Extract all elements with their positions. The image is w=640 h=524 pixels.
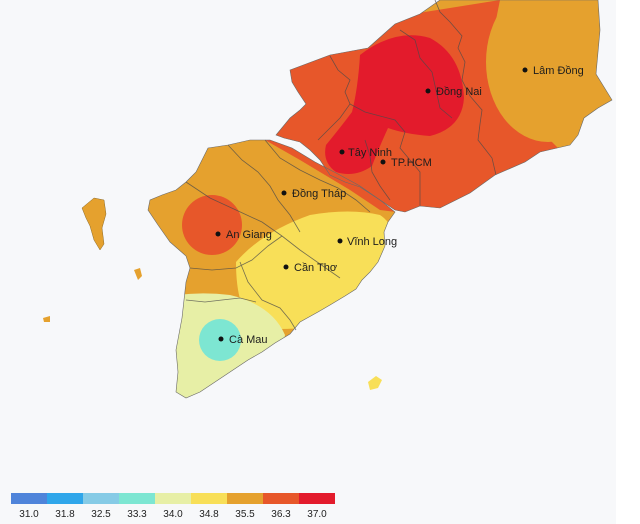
legend-swatch-5 <box>191 493 227 504</box>
legend-tick-1: 31.8 <box>55 509 75 520</box>
border-delta-2 <box>264 139 371 213</box>
city-label-vinh-long: Vĩnh Long <box>347 236 397 248</box>
legend-tick-7: 36.3 <box>271 509 291 520</box>
city-markers: Lâm Đồng Đồng Nai Tây Ninh TP.HCM Đồng T… <box>215 65 584 346</box>
border-delta-1 <box>227 144 301 233</box>
city-label-tay-ninh: Tây Ninh <box>348 147 392 159</box>
temperature-legend: 31.0 31.8 32.5 33.3 34.0 34.8 35.5 36.3 … <box>11 493 341 521</box>
legend-tick-2: 32.5 <box>91 509 111 520</box>
province-borders <box>185 0 497 331</box>
legend-swatch-1 <box>47 493 83 504</box>
city-dot-tay-ninh <box>339 149 345 155</box>
city-dong-thap[interactable]: Đồng Tháp <box>281 188 347 200</box>
city-dong-nai[interactable]: Đồng Nai <box>425 86 482 98</box>
city-tay-ninh[interactable]: Tây Ninh <box>339 147 393 159</box>
city-dot-ca-mau <box>218 336 224 342</box>
legend-swatch-2 <box>83 493 119 504</box>
coastline <box>147 0 613 399</box>
heat-zone-an-giang <box>182 195 242 255</box>
border-hcm <box>349 103 421 206</box>
city-label-lam-dong: Lâm Đồng <box>533 65 584 77</box>
city-dot-tphcm <box>380 159 386 165</box>
coastline-northeast <box>275 0 613 213</box>
city-an-giang[interactable]: An Giang <box>215 229 272 241</box>
con-dao-island <box>368 376 382 390</box>
city-vinh-long[interactable]: Vĩnh Long <box>337 236 398 248</box>
city-label-ca-mau: Cà Mau <box>229 334 268 346</box>
legend-tick-6: 35.5 <box>235 509 255 520</box>
city-dot-vinh-long <box>337 238 343 244</box>
legend-swatch-8 <box>299 493 335 504</box>
islands <box>43 197 382 390</box>
island-small-1 <box>134 268 142 280</box>
border-east <box>399 29 453 119</box>
city-dot-dong-nai <box>425 88 431 94</box>
heat-zone-37-0 <box>325 35 464 174</box>
legend-swatch-3 <box>119 493 155 504</box>
border-delta-3 <box>185 181 341 279</box>
coastline-delta <box>147 139 396 399</box>
city-ca-mau[interactable]: Cà Mau <box>218 334 268 346</box>
city-dot-lam-dong <box>522 67 528 73</box>
border-delta-4 <box>189 235 283 271</box>
city-tphcm[interactable]: TP.HCM <box>380 157 432 169</box>
border-north <box>434 0 497 176</box>
city-label-dong-nai: Đồng Nai <box>436 86 482 98</box>
city-label-dong-thap: Đồng Tháp <box>292 188 346 200</box>
legend-tick-8: 37.0 <box>307 509 327 520</box>
city-dot-dong-thap <box>281 190 287 196</box>
city-label-tphcm: TP.HCM <box>391 157 432 169</box>
island-small-2 <box>43 316 50 322</box>
border-delta-6 <box>185 297 257 303</box>
legend-tick-5: 34.8 <box>199 509 219 520</box>
legend-swatch-4 <box>155 493 191 504</box>
heat-zone-lam-dong <box>486 0 610 142</box>
legend-tick-4: 34.0 <box>163 509 183 520</box>
map-edge-strip <box>616 0 640 524</box>
city-label-can-tho: Cần Thơ <box>294 262 337 274</box>
phu-quoc-island <box>81 197 107 251</box>
border-hcm-south <box>364 139 391 201</box>
legend-swatch-0 <box>11 493 47 504</box>
city-lam-dong[interactable]: Lâm Đồng <box>522 65 584 77</box>
border-delta-5 <box>239 261 297 331</box>
city-can-tho[interactable]: Cần Thơ <box>283 262 338 274</box>
legend-swatch-6 <box>227 493 263 504</box>
legend-tick-3: 33.3 <box>127 509 147 520</box>
legend-tick-0: 31.0 <box>19 509 39 520</box>
border-tayninh <box>317 55 351 141</box>
city-label-an-giang: An Giang <box>226 229 272 241</box>
city-dot-can-tho <box>283 264 289 270</box>
legend-swatch-7 <box>263 493 299 504</box>
city-dot-an-giang <box>215 231 221 237</box>
